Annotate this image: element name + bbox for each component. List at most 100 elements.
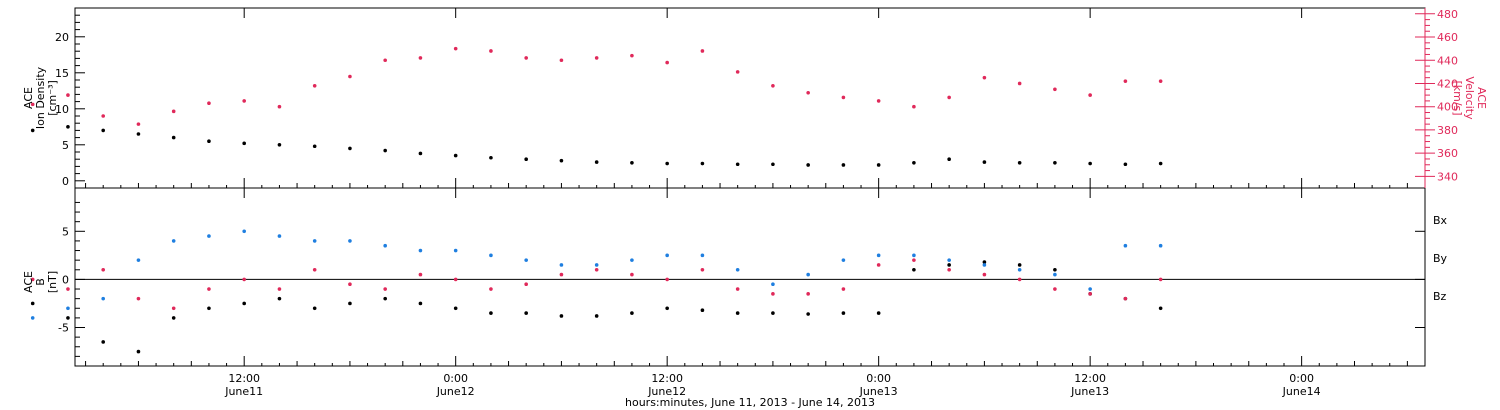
by-point — [242, 229, 246, 234]
by-point — [1088, 287, 1092, 291]
bottom-ylabel: ACE B [nT] — [22, 271, 59, 293]
velocity-point — [207, 101, 211, 106]
density-point — [524, 157, 528, 161]
by-point — [30, 316, 35, 320]
bz-point — [207, 287, 211, 291]
bz-point — [277, 287, 282, 291]
by-point — [66, 306, 70, 311]
bz-point — [912, 258, 916, 262]
density-point — [841, 163, 846, 167]
density-point — [735, 162, 740, 167]
density-point — [489, 155, 493, 160]
top-left-ylabel: ACE Ion Density [cm⁻³] — [22, 66, 59, 129]
bz-point — [982, 272, 987, 277]
bz-point — [559, 272, 564, 277]
top-right-ylabel-line1: ACE — [1475, 87, 1488, 109]
by-point — [277, 234, 282, 238]
velocity-point — [630, 53, 634, 58]
density-point — [348, 146, 352, 151]
x-tick-time: 0:00 — [443, 372, 468, 385]
bz-point — [1158, 277, 1163, 282]
velocity-point — [806, 90, 810, 95]
x-tick-time: 12:00 — [228, 372, 260, 385]
density-point — [101, 128, 105, 133]
velocity-point — [559, 58, 564, 63]
x-tick-time: 0:00 — [866, 372, 891, 385]
top-left-ytick-label: 15 — [55, 67, 69, 80]
x-tick-time: 12:00 — [1074, 372, 1106, 385]
bx-point — [489, 311, 493, 315]
legend-bz: Bz — [1433, 290, 1447, 303]
top-left-ylabel-line1: ACE — [22, 87, 35, 109]
bottom-ytick-label: 5 — [62, 225, 69, 238]
bz-point — [524, 282, 528, 287]
bx-point — [947, 263, 951, 267]
top-left-ytick-label: 20 — [55, 31, 69, 44]
velocity-point — [1088, 93, 1092, 97]
top-right-ytick-label: 380 — [1437, 124, 1458, 137]
by-point — [735, 267, 740, 272]
velocity-point — [771, 84, 775, 88]
bx-point — [101, 340, 105, 344]
x-axis-title: hours:minutes, June 11, 2013 - June 14, … — [625, 396, 875, 409]
density-point — [700, 161, 705, 166]
density-point — [242, 141, 246, 146]
bx-point — [982, 260, 987, 264]
velocity-point — [735, 70, 740, 74]
bx-point — [30, 301, 35, 306]
bz-point — [383, 287, 387, 291]
bz-point — [171, 306, 176, 311]
data-points — [30, 46, 1163, 354]
by-point — [171, 239, 176, 243]
top-right-ytick-label: 400 — [1437, 101, 1458, 114]
bx-point — [1017, 263, 1022, 267]
bz-point — [1123, 296, 1128, 301]
top-ticks: 0 5 10 15 20 340 360 380 400 420 440 460 480 — [55, 8, 1458, 188]
density-point — [559, 158, 564, 163]
density-point — [418, 151, 423, 156]
bz-point — [1053, 287, 1057, 291]
bz-point — [1017, 277, 1022, 282]
velocity-point — [876, 99, 881, 103]
bottom-ylabel-line3: [nT] — [46, 271, 59, 293]
bx-point — [312, 306, 317, 311]
bz-point — [312, 267, 317, 272]
velocity-point — [489, 49, 493, 53]
velocity-point — [1017, 81, 1022, 86]
x-tick-date: June13 — [1070, 385, 1109, 398]
bz-point — [876, 263, 881, 267]
bz-point — [630, 272, 634, 277]
velocity-point — [1053, 87, 1057, 92]
velocity-point — [312, 84, 317, 88]
bz-point — [947, 267, 951, 272]
by-point — [947, 258, 951, 262]
bz-point — [66, 287, 70, 291]
bz-point — [136, 296, 141, 301]
bz-point — [700, 267, 705, 272]
x-tick-date: June12 — [436, 385, 475, 398]
velocity-point — [136, 122, 141, 126]
velocity-point — [242, 99, 246, 103]
by-point — [312, 239, 317, 243]
density-point — [912, 161, 916, 165]
bx-point — [1158, 306, 1163, 311]
bz-point — [594, 267, 599, 272]
by-point — [489, 253, 493, 258]
bx-point — [735, 311, 740, 315]
density-point — [277, 143, 282, 147]
bx-point — [207, 306, 211, 311]
bz-point — [453, 277, 458, 282]
by-point — [806, 272, 810, 277]
velocity-point — [665, 60, 669, 65]
top-left-ytick-label: 5 — [62, 139, 69, 152]
bz-point — [348, 282, 352, 287]
legend-bx: Bx — [1433, 214, 1448, 227]
bz-point — [1088, 292, 1092, 296]
bx-point — [771, 311, 775, 315]
top-panel-frame — [74, 7, 1426, 189]
density-point — [30, 128, 35, 133]
density-point — [947, 157, 951, 161]
velocity-point — [30, 102, 35, 107]
bz-point — [806, 292, 810, 296]
